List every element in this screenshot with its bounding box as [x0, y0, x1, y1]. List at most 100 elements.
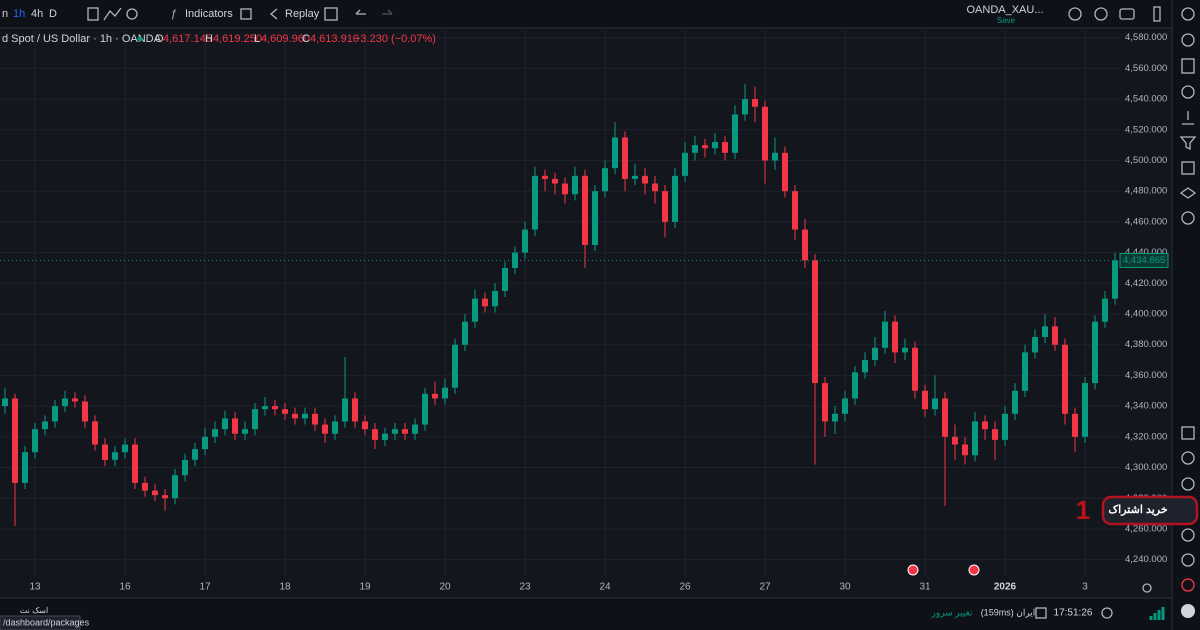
candle-body	[862, 360, 868, 373]
candle-body	[572, 175, 578, 195]
fx-icon[interactable]: ƒ	[171, 8, 177, 20]
globe-icon[interactable]	[1181, 211, 1195, 225]
legend-label: O	[155, 33, 164, 45]
legend-label: H	[205, 33, 213, 45]
interval[interactable]: 4h	[31, 8, 43, 20]
interval[interactable]: 1h	[13, 8, 25, 20]
symbol[interactable]: OANDA_XAU...	[966, 4, 1043, 16]
candle-body	[822, 383, 828, 422]
candle-body	[52, 406, 58, 422]
y-tick-label: 4,460.000	[1125, 216, 1167, 227]
replay-icon[interactable]	[269, 8, 278, 20]
legend-label: C	[302, 33, 310, 45]
candle-body	[382, 433, 388, 440]
candle-icon[interactable]	[87, 7, 99, 21]
candle-body	[232, 418, 238, 434]
y-tick-label: 4,420.000	[1125, 278, 1167, 289]
event-marker[interactable]	[907, 564, 919, 576]
price-icon[interactable]	[1181, 58, 1195, 74]
candle-body	[582, 175, 588, 245]
redo-icon[interactable]	[382, 9, 393, 15]
x-tick-label: 31	[919, 582, 931, 593]
y-tick-label: 4,520.000	[1125, 124, 1167, 135]
candle-body	[762, 106, 768, 161]
profile-icon[interactable]	[1181, 604, 1195, 618]
candle-body	[722, 142, 728, 153]
settings-icon[interactable]	[1094, 7, 1108, 21]
candle-body	[482, 298, 488, 307]
info-icon[interactable]	[1181, 553, 1195, 567]
y-tick-label: 4,480.000	[1125, 186, 1167, 197]
candle-body	[182, 459, 188, 476]
cloud-icon[interactable]	[1181, 528, 1195, 542]
zoom-icon[interactable]	[1181, 33, 1195, 47]
clock: 17:51:26	[1054, 608, 1093, 619]
y-tick-label: 4,340.000	[1125, 401, 1167, 412]
event-marker[interactable]	[968, 564, 980, 576]
interval[interactable]: D	[49, 8, 57, 20]
x-tick-label: 24	[599, 582, 611, 593]
candle-body	[342, 398, 348, 422]
alarm-icon[interactable]	[1181, 85, 1195, 99]
layers-icon[interactable]	[1179, 187, 1197, 199]
refresh-icon[interactable]	[1101, 607, 1113, 619]
candle-body	[162, 495, 168, 499]
candle-body	[292, 413, 298, 419]
replay-button[interactable]: Replay	[285, 8, 320, 20]
chart-type-icon[interactable]	[126, 8, 138, 20]
power-icon[interactable]	[1181, 578, 1195, 592]
candle-body	[262, 406, 268, 410]
rectangle-icon[interactable]	[324, 7, 338, 21]
server-button[interactable]: تغییر سرور	[931, 607, 973, 618]
y-tick-label: 4,500.000	[1125, 155, 1167, 166]
x-tick-label: 23	[519, 582, 531, 593]
candle-body	[842, 398, 848, 414]
menu-icon[interactable]	[1181, 7, 1195, 21]
apps-icon[interactable]	[1181, 426, 1195, 440]
filter-icon[interactable]	[1179, 136, 1197, 151]
candle-body	[42, 421, 48, 430]
fullscreen-icon[interactable]	[1153, 6, 1161, 22]
legend-value: 4,617.145	[163, 33, 212, 45]
candle-body	[592, 191, 598, 245]
x-tick-label: 3	[1082, 582, 1088, 593]
candle-body	[852, 372, 858, 399]
annotation: 1	[1076, 495, 1090, 525]
interval[interactable]: n	[2, 8, 8, 20]
candle-body	[322, 424, 328, 434]
url: /dashboard/packages	[3, 617, 90, 627]
snapshot-icon[interactable]	[1119, 8, 1135, 20]
support-icon[interactable]	[1181, 451, 1195, 465]
candle-body	[392, 429, 398, 434]
y-tick-label: 4,300.000	[1125, 462, 1167, 473]
candle-body	[1012, 390, 1018, 414]
layout-icon[interactable]	[240, 8, 252, 20]
legend-value: 4,609.960	[261, 33, 310, 45]
candle-body	[522, 229, 528, 253]
candle-body	[982, 421, 988, 430]
candle-body	[362, 421, 368, 430]
candle-body	[602, 168, 608, 192]
alert-icon[interactable]	[1068, 7, 1082, 21]
candle-body	[1102, 298, 1108, 322]
candle-body	[432, 393, 438, 399]
candle-body	[62, 398, 68, 407]
calendar-icon[interactable]	[1181, 161, 1195, 175]
y-tick-label: 4,440.000	[1125, 247, 1167, 258]
candle-body	[632, 175, 638, 179]
candle-body	[772, 152, 778, 161]
share-icon[interactable]	[1181, 477, 1195, 491]
candle-body	[892, 321, 898, 353]
indicators-button[interactable]: Indicators	[185, 8, 233, 20]
candle-body	[702, 145, 708, 149]
candle-body	[152, 490, 158, 496]
axis-settings-icon[interactable]	[1142, 583, 1152, 593]
undo-icon[interactable]	[355, 9, 366, 15]
candle-body	[712, 142, 718, 149]
save-button[interactable]: Save	[997, 16, 1016, 25]
line-icon[interactable]	[103, 7, 122, 21]
candle-body	[972, 421, 978, 456]
candle-body	[402, 429, 408, 434]
download-icon[interactable]	[1182, 111, 1194, 125]
last-price-box	[1119, 252, 1169, 268]
